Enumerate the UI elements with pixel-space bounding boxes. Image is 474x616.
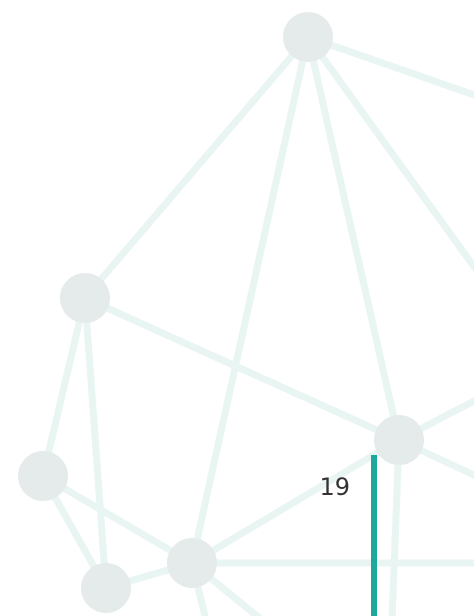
page: 19 (() => { const data = JSON.parse(docu… <box>0 0 474 616</box>
edge <box>192 440 399 563</box>
edge <box>85 298 399 440</box>
page-canvas: 19 <box>0 0 474 616</box>
node <box>18 451 68 501</box>
node <box>60 273 110 323</box>
node <box>167 538 217 588</box>
page-number-bar <box>371 455 377 616</box>
network-decoration <box>18 12 474 616</box>
edge <box>85 37 308 298</box>
edge <box>85 298 106 588</box>
edge <box>192 37 308 563</box>
node <box>81 563 131 613</box>
edge <box>43 298 85 476</box>
edge <box>392 440 399 616</box>
node <box>283 12 333 62</box>
page-number: 19 <box>319 473 350 501</box>
node <box>374 415 424 465</box>
